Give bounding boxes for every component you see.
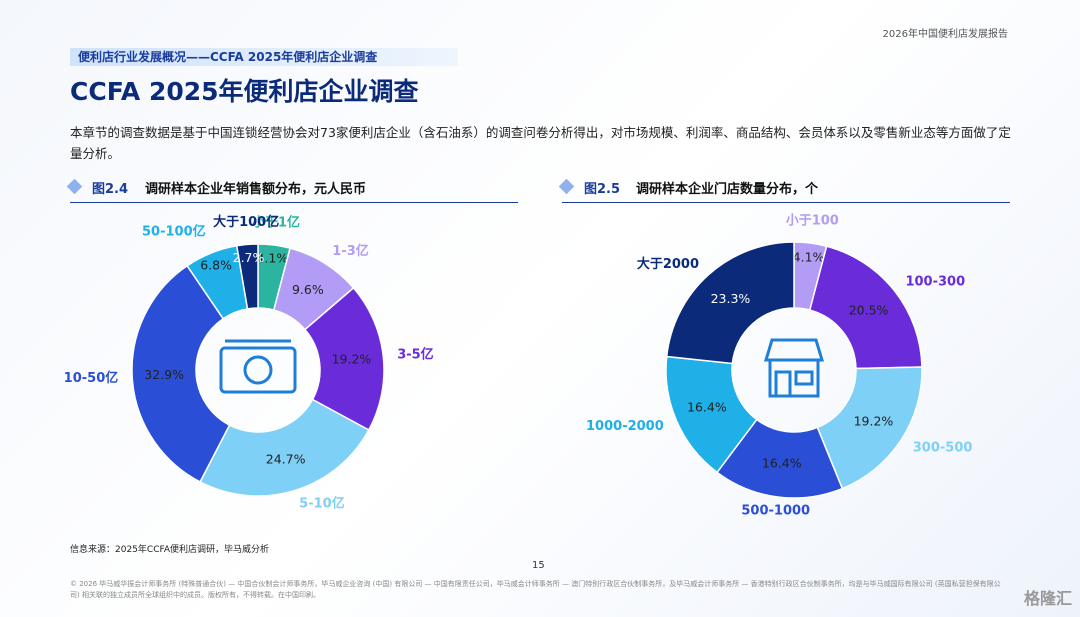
divider	[70, 202, 518, 203]
value-label: 16.4%	[687, 399, 727, 414]
slice	[131, 264, 231, 483]
value-label: 4.1%	[793, 249, 825, 264]
value-label: 20.5%	[849, 303, 889, 318]
category-label: 100-300	[905, 275, 965, 290]
category-label: 300-500	[913, 440, 973, 455]
category-label: 500-1000	[741, 503, 810, 518]
store-icon	[794, 370, 814, 386]
value-label: 24.7%	[266, 451, 306, 466]
watermark: 格隆汇	[1023, 589, 1072, 608]
category-label: 大于100亿	[213, 214, 279, 230]
page-title: CCFA 2025年便利店企业调查	[70, 77, 419, 106]
store-icon	[763, 338, 825, 362]
value-label: 4.1%	[257, 250, 289, 265]
slice	[808, 245, 923, 370]
value-label: 9.6%	[292, 282, 324, 297]
page-number: 15	[532, 560, 545, 571]
category-label: 1000-2000	[586, 419, 664, 434]
value-label: 19.2%	[854, 414, 894, 429]
value-label: 6.8%	[200, 258, 232, 273]
divider	[562, 202, 1010, 203]
figure-number: 图2.4	[92, 182, 129, 197]
category-label: 小于1亿	[252, 215, 300, 231]
diamond-icon	[66, 178, 575, 195]
category-label: 1-3亿	[332, 243, 369, 259]
category-label: 小于100	[786, 214, 839, 229]
value-label: 2.7%	[233, 250, 265, 265]
money-icon	[243, 355, 273, 385]
value-label: 16.4%	[762, 456, 802, 471]
figure-number: 图2.5	[584, 182, 621, 197]
slice	[235, 243, 259, 310]
value-label: 32.9%	[144, 367, 184, 382]
store-icon	[774, 370, 792, 398]
category-label: 大于2000	[637, 256, 699, 272]
category-label: 50-100亿	[142, 224, 206, 240]
legal: © 2026 毕马威华振会计师事务所 (特殊普通合伙) — 中国合伙制会计师事务…	[70, 580, 1001, 599]
category-label: 5-10亿	[299, 495, 345, 511]
category-label: 3-5亿	[397, 347, 434, 363]
slice	[665, 241, 795, 365]
store-icon	[768, 358, 820, 398]
money-icon	[219, 346, 297, 394]
slice	[716, 418, 844, 499]
intro: 本章节的调查数据是基于中国连锁经营协会对73家便利店企业（含石油系）的调查问卷分…	[70, 125, 1011, 161]
figure-title: 调研样本企业门店数量分布，个	[636, 182, 819, 197]
value-label: 19.2%	[332, 351, 372, 366]
slice	[303, 286, 385, 432]
slice	[665, 355, 758, 474]
slice	[816, 366, 923, 490]
figure-title: 调研样本企业年销售额分布，元人民币	[145, 182, 367, 197]
slice	[199, 398, 370, 497]
report-name: 2026年中国便利店发展报告	[882, 29, 1008, 40]
source: 信息来源：2025年CCFA便利店调研，毕马威分析	[70, 545, 269, 555]
value-label: 23.3%	[711, 291, 751, 306]
section-tag: 便利店行业发展概况——CCFA 2025年便利店企业调查	[70, 48, 458, 66]
category-label: 10-50亿	[64, 370, 119, 386]
